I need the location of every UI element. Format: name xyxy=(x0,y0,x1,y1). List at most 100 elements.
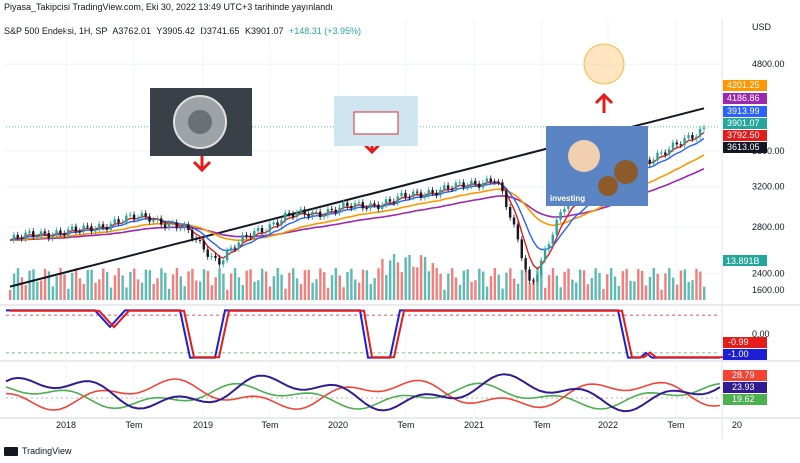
candle-body xyxy=(272,222,275,225)
osc-label-text: -0.99 xyxy=(728,337,749,347)
candle-body xyxy=(32,231,35,237)
candle-body xyxy=(47,233,50,239)
candle-body xyxy=(70,226,74,230)
volume-bar xyxy=(575,282,578,300)
candle-body xyxy=(702,127,706,129)
volume-bar xyxy=(198,281,202,300)
candle-body xyxy=(516,224,520,240)
volume-bar xyxy=(117,268,120,300)
volume-bar xyxy=(222,273,225,300)
volume-bar xyxy=(416,267,419,300)
candle-body xyxy=(412,191,415,198)
volume-bar xyxy=(644,285,648,300)
volume-bar xyxy=(412,266,415,300)
volume-bar xyxy=(454,277,458,300)
volume-bar xyxy=(102,268,105,300)
volume-bar xyxy=(373,278,376,300)
candle-body xyxy=(427,190,430,196)
candle-body xyxy=(493,181,496,183)
candle-body xyxy=(675,142,679,145)
volume-bar xyxy=(202,269,206,300)
volume-bar xyxy=(544,287,547,300)
volume-bar xyxy=(388,260,392,300)
candle-body xyxy=(66,229,70,236)
volume-bar xyxy=(284,288,287,300)
volume-bar xyxy=(478,268,481,300)
candle-body xyxy=(206,249,209,257)
osc-label-text: -1.00 xyxy=(728,349,749,359)
volume-bar xyxy=(9,290,12,300)
candle-body xyxy=(82,225,85,232)
volume-bar xyxy=(78,278,82,300)
volume-bar xyxy=(571,279,574,300)
volume-bar xyxy=(400,272,403,300)
candle-body xyxy=(474,180,477,184)
candle-body xyxy=(656,152,659,161)
volume-bar xyxy=(105,272,109,300)
volume-bar xyxy=(94,282,97,300)
volume-bar xyxy=(419,255,423,300)
candle-body xyxy=(183,224,186,229)
volume-bar xyxy=(505,272,508,300)
candle-body xyxy=(520,239,523,259)
volume-axis-tick: 1600.00 xyxy=(752,285,785,295)
peak-highlight-circle xyxy=(583,43,625,85)
volume-bar xyxy=(671,277,675,300)
brand-label: TradingView xyxy=(22,446,72,456)
volume-bar xyxy=(171,274,175,300)
volume-bar xyxy=(129,272,132,300)
volume-bar xyxy=(59,268,62,300)
volume-bar xyxy=(36,281,39,300)
volume-bar xyxy=(381,258,384,300)
price-label-text: 3613.05 xyxy=(727,142,760,152)
volume-bar xyxy=(703,286,706,300)
candle-body xyxy=(307,214,310,217)
volume-bar xyxy=(547,275,551,300)
candle-body xyxy=(443,185,446,190)
candle-body xyxy=(671,142,675,150)
volume-bar xyxy=(501,288,504,300)
candle-body xyxy=(43,231,47,234)
volume-bar xyxy=(513,278,516,300)
volume-bar xyxy=(443,289,446,300)
volume-bar xyxy=(598,272,601,300)
volume-bar xyxy=(509,268,512,300)
candle-body xyxy=(55,230,58,236)
volume-bar xyxy=(447,273,450,300)
candle-body xyxy=(51,235,54,239)
candle-body xyxy=(691,135,694,139)
volume-bar xyxy=(520,270,524,300)
volume-bar xyxy=(175,268,179,300)
candle-body xyxy=(512,217,516,225)
volume-bar xyxy=(474,280,477,300)
candle-body xyxy=(28,231,31,233)
volume-bar xyxy=(633,281,636,300)
volume-bar xyxy=(229,273,233,300)
volume-bar xyxy=(377,268,380,300)
x-tick-label: 2022 xyxy=(598,420,618,430)
candle-body xyxy=(334,209,337,213)
candle-body xyxy=(160,218,163,225)
candle-body xyxy=(63,233,66,236)
volume-bar xyxy=(133,268,136,300)
volume-bar xyxy=(660,289,663,300)
volume-bar xyxy=(668,268,671,300)
volume-bar xyxy=(20,277,24,300)
volume-bar xyxy=(326,287,330,300)
candle-body xyxy=(237,242,240,249)
image-caption: investing xyxy=(550,194,585,203)
volume-bar xyxy=(334,268,338,300)
candle-body xyxy=(408,197,411,199)
candle-body xyxy=(295,212,299,217)
candle-body xyxy=(233,247,237,249)
candle-body xyxy=(481,183,485,188)
candle-body xyxy=(446,185,450,189)
candle-body xyxy=(276,222,279,226)
candle-body xyxy=(384,199,388,205)
candle-body xyxy=(497,181,500,183)
volume-bar xyxy=(32,269,35,300)
volume-bar xyxy=(292,268,295,300)
volume-bar xyxy=(206,270,210,300)
volume-bar xyxy=(330,275,334,300)
